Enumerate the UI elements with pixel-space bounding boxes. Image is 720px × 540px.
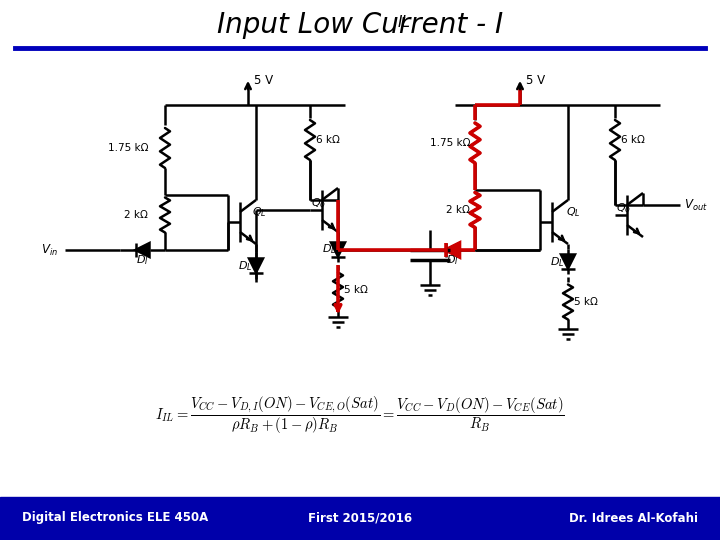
Text: 2 kΩ: 2 kΩ bbox=[446, 205, 470, 215]
Text: $Q_L$: $Q_L$ bbox=[252, 205, 266, 219]
Polygon shape bbox=[561, 254, 575, 268]
Text: $D_I$: $D_I$ bbox=[446, 253, 459, 267]
Text: 1.75 kΩ: 1.75 kΩ bbox=[107, 143, 148, 153]
Text: 6 kΩ: 6 kΩ bbox=[316, 135, 340, 145]
Text: 2 kΩ: 2 kΩ bbox=[124, 210, 148, 220]
Text: $D_L$: $D_L$ bbox=[238, 259, 253, 273]
Text: $D_L$: $D_L$ bbox=[322, 242, 336, 256]
Text: $I_{IL} = \dfrac{V_{CC}-V_{D,I}(ON)-V_{CE,O}(Sat)}{\rho R_B + (1-\rho)R_B} = \df: $I_{IL} = \dfrac{V_{CC}-V_{D,I}(ON)-V_{C… bbox=[155, 394, 565, 436]
Polygon shape bbox=[249, 259, 263, 273]
Text: Dr. Idrees Al-Kofahi: Dr. Idrees Al-Kofahi bbox=[569, 511, 698, 524]
Text: 5 kΩ: 5 kΩ bbox=[344, 285, 368, 295]
Text: $Q_o$: $Q_o$ bbox=[311, 196, 326, 210]
Polygon shape bbox=[331, 242, 345, 256]
Text: Digital Electronics ELE 450A: Digital Electronics ELE 450A bbox=[22, 511, 208, 524]
Polygon shape bbox=[446, 243, 459, 257]
Bar bbox=[0, 497, 720, 540]
Text: First 2015/2016: First 2015/2016 bbox=[308, 511, 412, 524]
Text: 6 kΩ: 6 kΩ bbox=[621, 135, 645, 145]
Text: $Q_o$: $Q_o$ bbox=[616, 201, 631, 215]
Text: $V_{out}$: $V_{out}$ bbox=[684, 198, 708, 213]
Text: $D_L$: $D_L$ bbox=[550, 255, 564, 269]
Text: Input Low Current - I: Input Low Current - I bbox=[217, 11, 503, 39]
Text: 5 V: 5 V bbox=[254, 73, 273, 86]
Text: $Q_L$: $Q_L$ bbox=[566, 205, 580, 219]
Text: 5 V: 5 V bbox=[526, 73, 545, 86]
Text: IL: IL bbox=[398, 15, 411, 30]
Text: $V_{in}$: $V_{in}$ bbox=[41, 242, 58, 258]
Polygon shape bbox=[446, 243, 459, 257]
Text: $D_I$: $D_I$ bbox=[135, 253, 148, 267]
Polygon shape bbox=[135, 243, 150, 257]
Text: 5 kΩ: 5 kΩ bbox=[574, 297, 598, 307]
Text: 1.75 kΩ: 1.75 kΩ bbox=[430, 138, 470, 148]
